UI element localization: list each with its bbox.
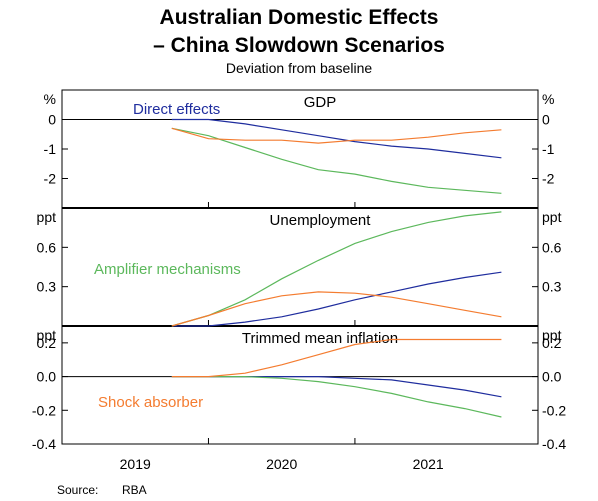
panel-title: Unemployment [270,212,372,229]
series-annotation: Direct effects [133,101,220,118]
x-tick-label: 2019 [120,456,151,472]
y-unit-label-right: ppt [542,209,562,225]
series-line-amplifier-mechanisms [171,211,502,327]
y-tick-label-right: -0.2 [542,402,566,418]
y-tick-label-right: 0.6 [542,239,562,255]
chart-subtitle: Deviation from baseline [226,60,373,76]
y-unit-label-left: ppt [37,209,57,225]
y-tick-label-right: 0 [542,112,550,128]
series-line-shock-absorber [171,127,502,144]
series-annotation: Shock absorber [98,394,203,411]
source-label: Source: [57,483,98,497]
y-tick-label-left: 0.6 [37,239,57,255]
y-unit-label-right: % [542,91,554,107]
chart-title-line2: – China Slowdown Scenarios [153,34,445,57]
y-unit-label-left: % [44,91,56,107]
series-line-shock-absorber [171,291,502,327]
y-tick-label-left: 0.3 [37,279,57,295]
x-tick-label: 2021 [413,456,444,472]
y-tick-label-left: 0 [48,112,56,128]
plot-area: 2019 2020 2021% % GDP 0 0 -1 -1 -2 -2 ppt ppt Unemplo… [32,89,566,472]
series-line-direct-effects [171,376,502,398]
series-line-amplifier-mechanisms [171,127,502,194]
y-tick-label-right: 0.0 [542,369,562,385]
y-tick-label-left: -2 [44,171,57,187]
y-tick-label-left: -1 [44,141,57,157]
series-line-shock-absorber [171,338,502,378]
y-tick-label-left: -0.4 [32,436,56,452]
y-tick-label-right: -2 [542,171,555,187]
chart-title-line1: Australian Domestic Effects [160,6,439,29]
y-unit-label-right: ppt [542,327,562,343]
source-value: RBA [122,483,147,497]
panel-title: Trimmed mean inflation [242,330,398,347]
series-line-direct-effects [171,118,502,159]
y-tick-label-left: 0.0 [37,369,57,385]
y-tick-label-right: 0.3 [542,279,562,295]
y-tick-label-left: 0.2 [37,335,57,351]
y-tick-label-right: 0.2 [542,335,562,351]
series-annotation: Amplifier mechanisms [94,261,241,278]
x-tick-label: 2020 [266,456,297,472]
panel-title: GDP [304,94,337,111]
y-tick-label-left: -0.2 [32,402,56,418]
y-unit-label-left: ppt [37,327,57,343]
plot-frame [61,89,539,445]
series-line-direct-effects [171,271,502,327]
y-tick-label-right: -1 [542,141,555,157]
series-line-amplifier-mechanisms [171,376,502,418]
y-tick-label-right: -0.4 [542,436,566,452]
